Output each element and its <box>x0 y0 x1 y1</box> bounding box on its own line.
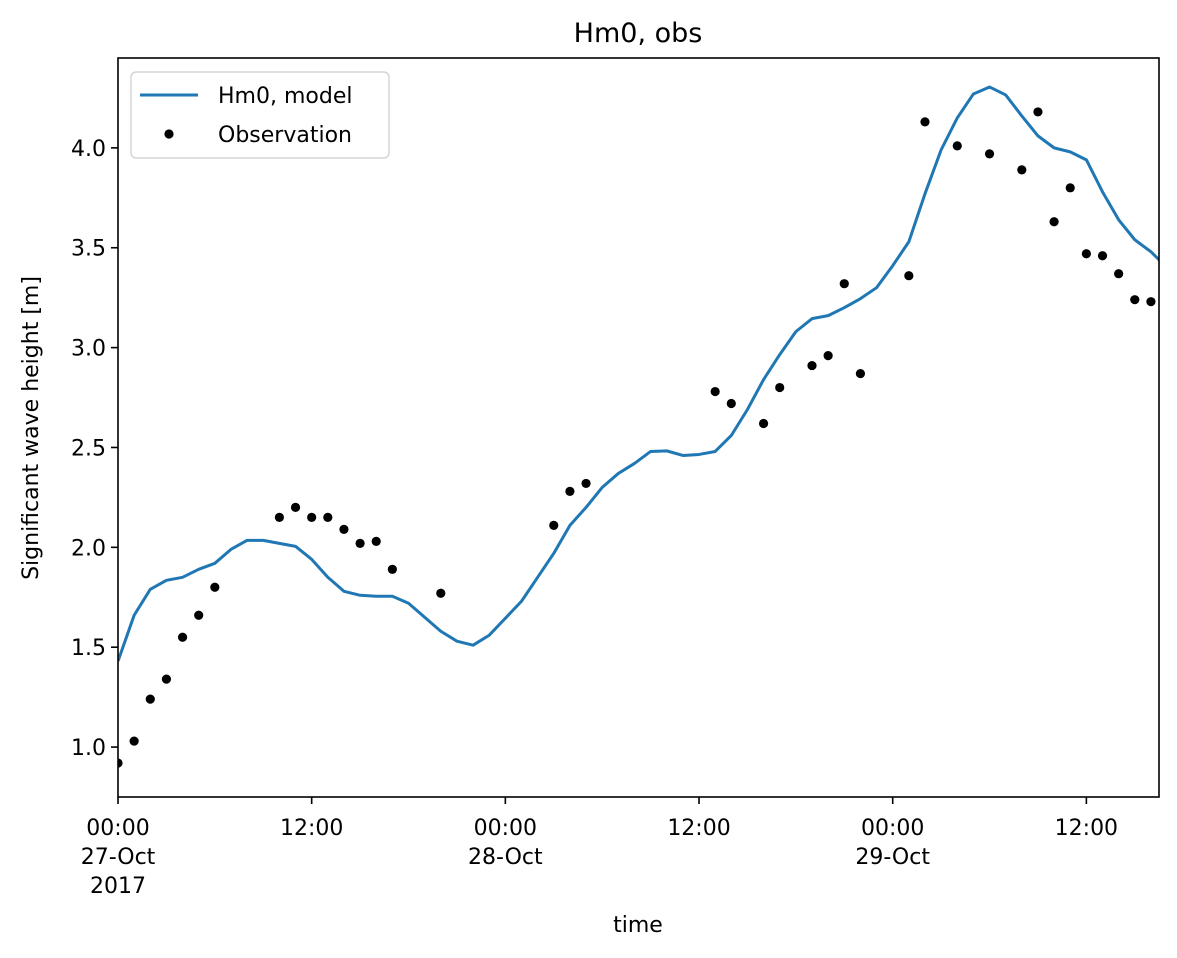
observation-point <box>290 502 301 512</box>
x-tick-label: 27-Oct <box>81 845 156 870</box>
observation-point <box>145 694 155 704</box>
observation-point <box>161 674 172 684</box>
observation-point <box>1081 249 1091 259</box>
observation-point <box>726 398 736 409</box>
observation-point <box>839 279 849 289</box>
observation-point <box>371 536 381 546</box>
observation-point <box>549 520 559 530</box>
observation-point <box>307 512 317 522</box>
observation-point <box>274 512 284 522</box>
y-tick-label: 2.0 <box>71 536 106 561</box>
x-axis-label: time <box>613 913 663 938</box>
observation-point <box>1130 295 1140 305</box>
observation-point <box>581 478 591 489</box>
legend-label-model: Hm0, model <box>218 84 352 109</box>
observation-point <box>1097 251 1108 261</box>
plot-frame <box>117 57 1160 798</box>
y-tick-label: 4.0 <box>71 137 106 162</box>
x-tick-label: 12:00 <box>667 816 730 841</box>
observation-point <box>855 368 866 379</box>
observation-point <box>1114 269 1124 279</box>
observation-point <box>339 524 349 534</box>
y-tick-label: 3.0 <box>71 337 106 362</box>
observation-point <box>984 149 995 159</box>
observation-point <box>118 758 123 768</box>
observation-point <box>1049 217 1059 227</box>
legend-label-observation: Observation <box>218 123 352 148</box>
series-line-model <box>118 85 1159 662</box>
x-tick-label: 29-Oct <box>855 845 930 870</box>
observation-point <box>1065 183 1075 193</box>
legend-dot-swatch <box>164 129 174 139</box>
observation-point <box>323 512 333 522</box>
observation-point <box>904 271 914 281</box>
observation-point <box>129 736 139 746</box>
x-tick-label: 00:00 <box>474 816 537 841</box>
observation-point <box>710 386 720 397</box>
observation-point <box>565 486 575 497</box>
observation-point <box>823 351 833 361</box>
observation-point <box>807 360 817 371</box>
plot-area <box>118 85 1159 768</box>
x-tick-label: 00:00 <box>861 816 924 841</box>
legend: Hm0, model Observation <box>130 71 390 159</box>
x-tick-label: 12:00 <box>280 816 343 841</box>
observation-point <box>194 610 204 620</box>
y-tick-label: 3.5 <box>71 237 106 262</box>
observation-point <box>210 582 220 592</box>
observation-point <box>1017 165 1027 175</box>
observation-point <box>1146 297 1156 307</box>
observation-point <box>1033 107 1043 117</box>
axes: 1.0 1.5 2.0 2.5 3.0 3.5 4.0 00:00 27-Oct 2017 12:0… <box>71 137 1118 899</box>
observation-point <box>920 117 930 127</box>
observation-point <box>436 588 446 598</box>
x-tick-label: 2017 <box>90 874 146 899</box>
x-tick-label: 00:00 <box>86 816 149 841</box>
x-tick-label: 28-Oct <box>468 845 543 870</box>
y-tick-label: 1.5 <box>71 636 106 661</box>
observation-point <box>387 564 397 574</box>
observation-point <box>775 382 785 393</box>
chart-title: Hm0, obs <box>574 18 703 49</box>
observation-point <box>758 418 769 429</box>
x-tick-label: 12:00 <box>1055 816 1118 841</box>
y-tick-label: 2.5 <box>71 436 106 461</box>
y-axis-label: Significant wave height [m] <box>19 276 44 580</box>
observation-point <box>952 141 962 151</box>
observation-point <box>355 538 365 548</box>
y-tick-label: 1.0 <box>71 736 106 761</box>
observation-point <box>177 632 188 642</box>
